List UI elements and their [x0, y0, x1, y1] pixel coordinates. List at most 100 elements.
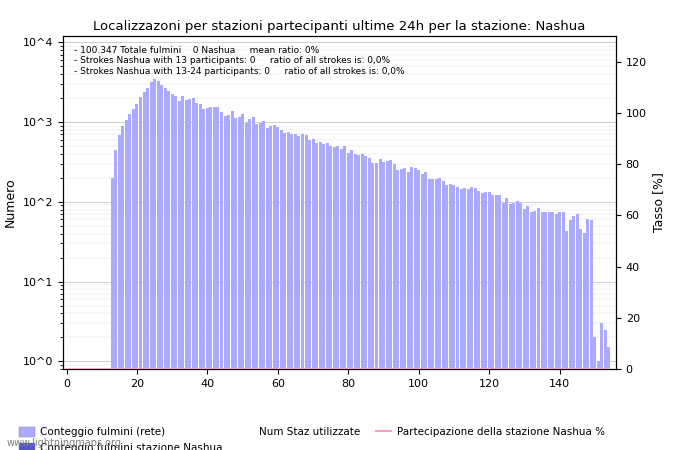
Bar [146, 88, 149, 450]
Bar [118, 135, 121, 450]
Bar [227, 115, 230, 450]
Bar [284, 133, 286, 450]
Bar [463, 188, 466, 450]
Bar [421, 174, 424, 450]
Bar [301, 134, 304, 450]
Bar [181, 96, 184, 450]
Bar [547, 212, 551, 450]
Bar [431, 179, 434, 450]
Bar [343, 146, 346, 450]
Bar [199, 104, 202, 450]
Bar [516, 202, 519, 450]
Bar [139, 97, 142, 450]
Bar [273, 126, 276, 450]
Bar [298, 136, 300, 450]
Bar [230, 111, 234, 450]
Bar [407, 172, 410, 450]
Bar [143, 92, 146, 450]
Bar [318, 142, 321, 450]
Bar [435, 179, 438, 450]
Bar [287, 132, 290, 450]
Bar [386, 161, 389, 450]
Bar [477, 192, 480, 450]
Bar [361, 154, 364, 450]
Bar [216, 107, 220, 450]
Bar [294, 134, 297, 450]
Bar [509, 203, 512, 450]
Bar [467, 189, 470, 450]
Bar [379, 159, 382, 450]
Bar [393, 164, 395, 450]
Bar [111, 178, 114, 450]
Bar [164, 88, 167, 450]
Bar [290, 134, 293, 450]
Bar [601, 323, 603, 450]
Bar [213, 107, 216, 450]
Bar [484, 192, 487, 450]
Bar [424, 172, 427, 450]
Y-axis label: Numero: Numero [4, 178, 18, 227]
Bar [171, 94, 174, 450]
Bar [519, 203, 522, 450]
Bar [332, 147, 336, 450]
Bar [174, 96, 177, 450]
Bar [280, 130, 283, 450]
Text: www.lightningmaps.org: www.lightningmaps.org [7, 438, 122, 448]
Legend: Conteggio fulmini (rete), Conteggio fulmini stazione Nashua, Num Staz utilizzate: Conteggio fulmini (rete), Conteggio fulm… [15, 423, 609, 450]
Bar [498, 195, 501, 450]
Bar [372, 163, 375, 450]
Bar [459, 189, 463, 450]
Bar [128, 114, 132, 450]
Bar [167, 91, 170, 450]
Bar [322, 144, 325, 450]
Title: Localizzazoni per stazioni partecipanti ultime 24h per la stazione: Nashua: Localizzazoni per stazioni partecipanti … [93, 20, 586, 33]
Bar [312, 139, 314, 450]
Bar [315, 143, 318, 450]
Bar [188, 99, 191, 450]
Bar [587, 219, 589, 450]
Bar [594, 337, 596, 450]
Bar [375, 163, 378, 450]
Bar [474, 188, 477, 450]
Bar [540, 212, 543, 450]
Bar [438, 177, 442, 450]
Bar [428, 180, 430, 450]
Bar [266, 128, 269, 450]
Bar [442, 181, 445, 450]
Bar [234, 117, 237, 450]
Bar [150, 82, 153, 450]
Bar [410, 167, 413, 450]
Bar [365, 156, 368, 450]
Bar [114, 150, 118, 450]
Bar [245, 123, 248, 450]
Bar [530, 212, 533, 450]
Bar [512, 203, 515, 450]
Bar [452, 185, 456, 450]
Bar [160, 85, 163, 450]
Bar [544, 212, 547, 450]
Bar [157, 81, 160, 450]
Bar [445, 185, 449, 450]
Bar [262, 121, 265, 450]
Bar [537, 208, 540, 450]
Bar [389, 160, 392, 450]
Bar [256, 124, 258, 450]
Bar [220, 112, 223, 450]
Bar [121, 126, 125, 450]
Bar [488, 192, 491, 450]
Bar [565, 231, 568, 450]
Bar [209, 108, 212, 450]
Bar [505, 198, 508, 450]
Bar [259, 122, 262, 450]
Bar [572, 216, 575, 450]
Bar [502, 203, 505, 450]
Bar [329, 146, 332, 450]
Bar [597, 361, 600, 450]
Bar [576, 214, 579, 450]
Y-axis label: Tasso [%]: Tasso [%] [652, 172, 666, 233]
Bar [223, 116, 227, 450]
Bar [248, 119, 251, 450]
Bar [449, 184, 452, 450]
Bar [400, 169, 402, 450]
Bar [470, 187, 473, 450]
